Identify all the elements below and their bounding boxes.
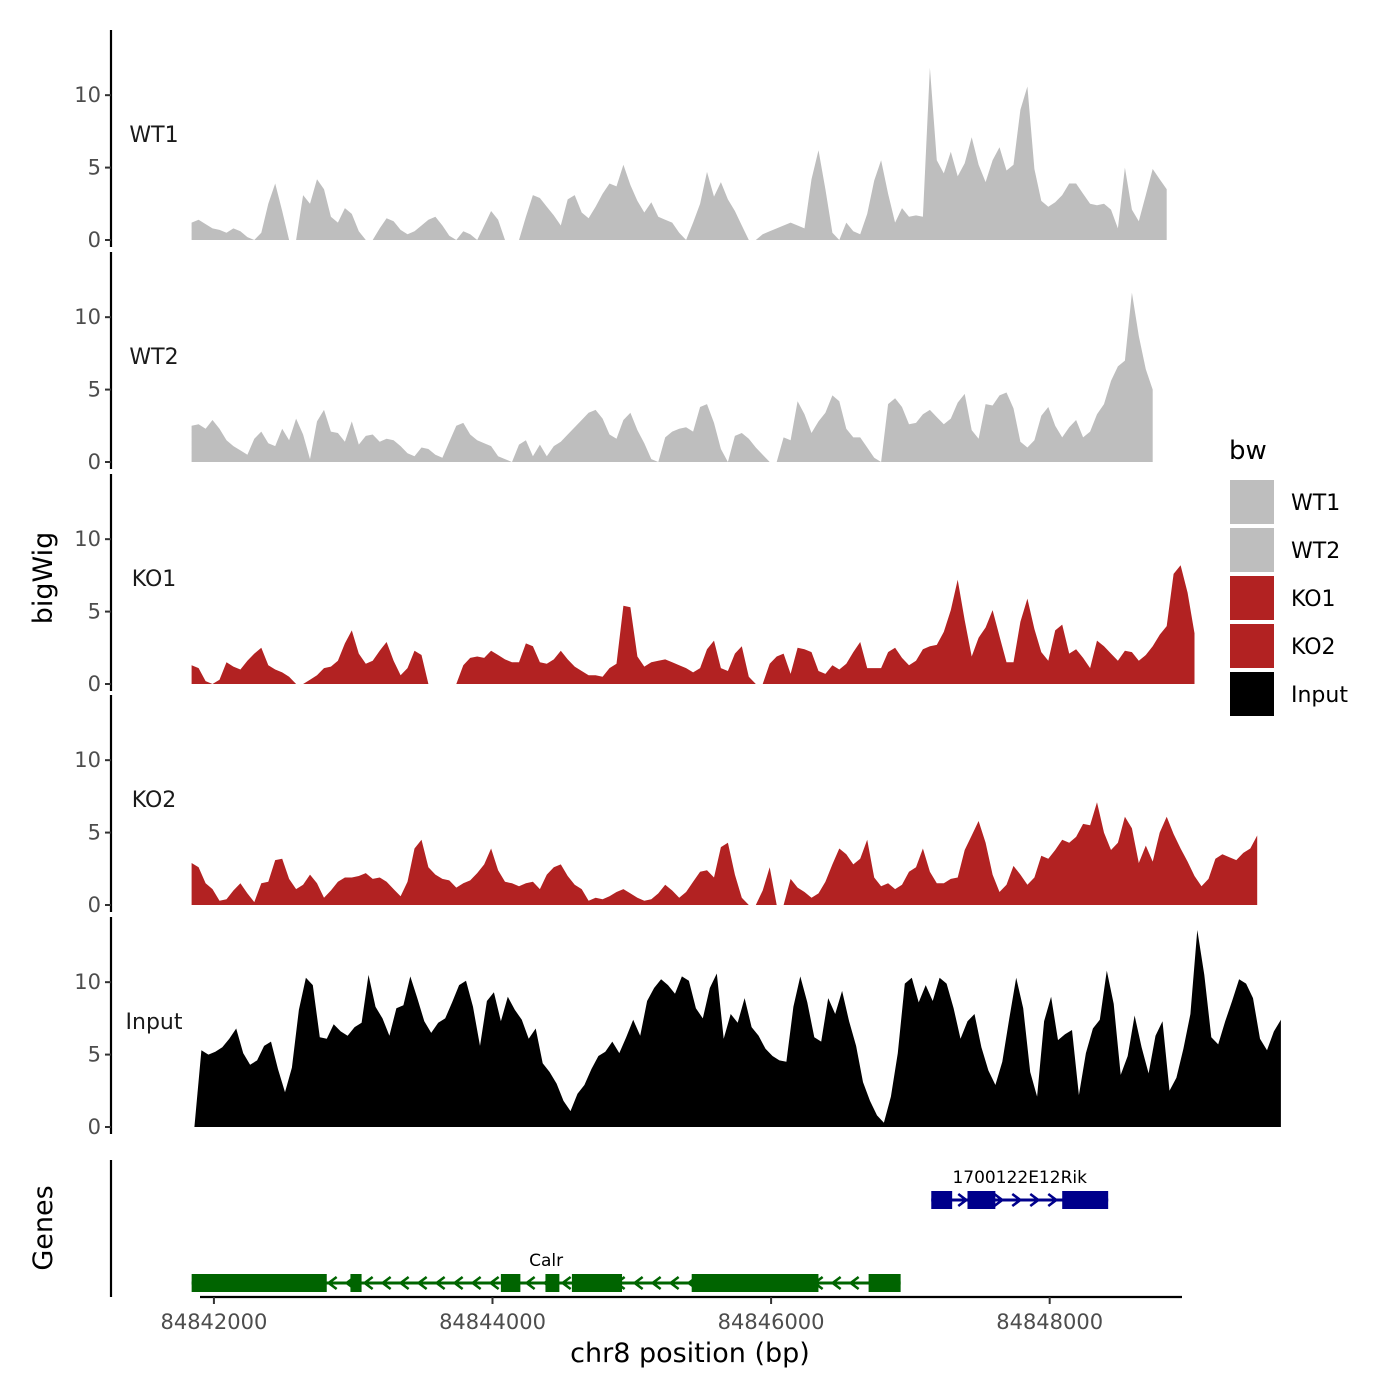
exon bbox=[931, 1191, 952, 1209]
y-tick-label: 0 bbox=[88, 672, 101, 696]
exon bbox=[350, 1274, 361, 1292]
exon bbox=[967, 1191, 995, 1209]
track-label-wt2: WT2 bbox=[129, 345, 178, 370]
genes-panel: Calr 1700122E12Rik bbox=[111, 1160, 1108, 1297]
area-ko1 bbox=[192, 565, 1195, 684]
legend-label-wt2: WT2 bbox=[1291, 539, 1340, 564]
legend-label-ko1: KO1 bbox=[1291, 587, 1336, 612]
x-tick-label: 84842000 bbox=[160, 1310, 267, 1334]
legend-key-ko1 bbox=[1230, 576, 1274, 620]
exon bbox=[501, 1274, 521, 1292]
y-tick-label: 0 bbox=[88, 1115, 101, 1139]
y-tick-label: 5 bbox=[88, 600, 101, 624]
gene-calr: Calr bbox=[192, 1251, 901, 1292]
y-tick-label: 5 bbox=[88, 821, 101, 845]
track-label-input: Input bbox=[126, 1010, 183, 1035]
area-wt1 bbox=[192, 68, 1167, 240]
legend-label-input: Input bbox=[1291, 683, 1348, 708]
y-axis-title-genes: Genes bbox=[28, 1185, 59, 1270]
legend-title: bw bbox=[1229, 436, 1267, 466]
y-tick-label: 10 bbox=[74, 527, 101, 551]
exon bbox=[692, 1274, 819, 1292]
legend-label-ko2: KO2 bbox=[1291, 635, 1336, 660]
y-tick-label: 0 bbox=[88, 893, 101, 917]
exon bbox=[1062, 1191, 1108, 1209]
track-label-ko1: KO1 bbox=[132, 567, 177, 592]
x-tick-label: 84844000 bbox=[439, 1310, 546, 1334]
track-label-wt1: WT1 bbox=[129, 123, 178, 148]
y-tick-label: 10 bbox=[74, 305, 101, 329]
y-tick-label: 10 bbox=[74, 970, 101, 994]
gene-1700122e12rik: 1700122E12Rik bbox=[931, 1168, 1108, 1209]
x-axis-title: chr8 position (bp) bbox=[570, 1338, 810, 1369]
legend-key-input bbox=[1230, 672, 1274, 716]
legend-label-wt1: WT1 bbox=[1291, 491, 1340, 516]
y-axis-title-bigwig: bigWig bbox=[28, 532, 59, 625]
track-label-ko2: KO2 bbox=[132, 788, 177, 813]
exon bbox=[869, 1274, 901, 1292]
y-tick-label: 10 bbox=[74, 83, 101, 107]
exon bbox=[572, 1274, 622, 1292]
track-wt1: 0 5 10 WT1 bbox=[74, 30, 1166, 252]
exon bbox=[545, 1274, 559, 1292]
gene-label: 1700122E12Rik bbox=[952, 1168, 1087, 1188]
area-ko2 bbox=[192, 802, 1258, 905]
y-tick-label: 5 bbox=[88, 156, 101, 180]
y-tick-label: 0 bbox=[88, 450, 101, 474]
legend: bw WT1 WT2 KO1 KO2 Input bbox=[1229, 436, 1348, 716]
area-wt2 bbox=[192, 293, 1153, 462]
x-tick-label: 84846000 bbox=[718, 1310, 825, 1334]
genome-track-plot: 0 5 10 WT1 0 5 10 WT2 0 5 10 KO1 0 5 10 KO2 0 5 10 Input Ca… bbox=[0, 0, 1400, 1400]
y-tick-label: 10 bbox=[74, 748, 101, 772]
y-tick-label: 5 bbox=[88, 1043, 101, 1067]
track-wt2: 0 5 10 WT2 bbox=[74, 252, 1152, 474]
y-tick-label: 5 bbox=[88, 378, 101, 402]
x-tick-label: 84848000 bbox=[996, 1310, 1103, 1334]
track-input: 0 5 10 Input bbox=[74, 917, 1281, 1139]
legend-key-wt1 bbox=[1230, 480, 1274, 524]
legend-key-ko2 bbox=[1230, 624, 1274, 668]
track-panels: 0 5 10 WT1 0 5 10 WT2 0 5 10 KO1 0 5 10 KO2 0 5 10 Input bbox=[74, 30, 1281, 1139]
legend-key-wt2 bbox=[1230, 528, 1274, 572]
y-tick-label: 0 bbox=[88, 228, 101, 252]
gene-label: Calr bbox=[529, 1251, 563, 1271]
area-input bbox=[194, 930, 1281, 1127]
exon bbox=[192, 1274, 327, 1292]
x-axis: 84842000 84844000 84846000 84848000 bbox=[160, 1297, 1182, 1334]
track-ko2: 0 5 10 KO2 bbox=[74, 695, 1257, 917]
track-ko1: 0 5 10 KO1 bbox=[74, 474, 1194, 696]
